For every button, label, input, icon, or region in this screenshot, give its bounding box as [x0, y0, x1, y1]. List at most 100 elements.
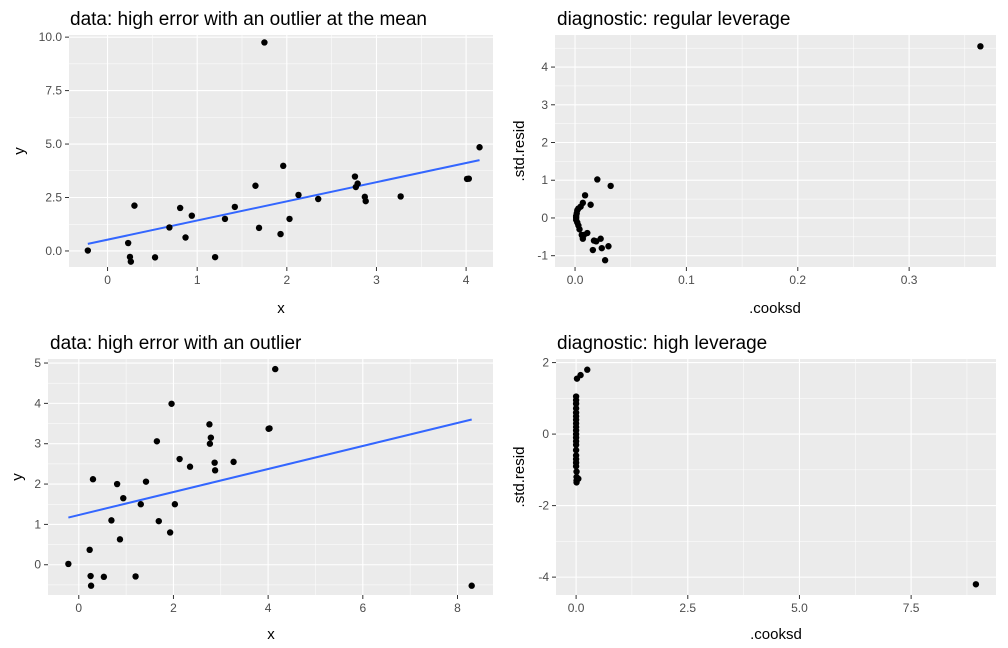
points-layer — [572, 43, 984, 264]
x-tick-label: 0.0 — [568, 601, 585, 615]
x-tick-label: 0.3 — [901, 273, 918, 287]
x-tick-label: 8 — [454, 601, 461, 615]
y-tick-label: 10.0 — [39, 30, 63, 44]
data-point — [230, 458, 237, 466]
y-axis-title: y — [11, 147, 28, 155]
x-axis-title: .cooksd — [749, 300, 801, 317]
y-axis-title: .std.resid — [511, 121, 528, 182]
data-point — [577, 371, 584, 379]
data-point — [113, 480, 121, 488]
data-point — [206, 440, 214, 447]
y-ticks: 0.0 2.5 5.0 7.5 10.0 — [39, 30, 69, 258]
y-axis-title: .std.resid — [511, 447, 528, 508]
data-point — [211, 459, 218, 466]
panel-diagnostic-regular-leverage: diagnostic: regular leverage 0.0 0.1 0.2 0.… — [511, 9, 996, 317]
data-point — [465, 175, 472, 182]
data-point — [587, 201, 594, 208]
data-point — [171, 501, 179, 508]
data-point — [266, 425, 273, 432]
data-point — [972, 581, 980, 588]
data-point — [255, 224, 263, 232]
y-ticks: 0 1 2 3 4 5 — [34, 356, 48, 572]
y-tick-label: 0 — [34, 558, 41, 572]
data-point — [286, 215, 293, 223]
y-tick-label: -4 — [538, 570, 549, 584]
data-point — [581, 192, 589, 199]
data-point — [589, 246, 597, 254]
data-point — [272, 365, 279, 373]
data-point — [572, 400, 580, 407]
data-point — [280, 162, 287, 170]
data-point — [476, 144, 483, 151]
data-point — [84, 247, 92, 254]
data-point — [176, 455, 183, 463]
data-point — [295, 191, 302, 199]
x-tick-label: 0.1 — [678, 273, 695, 287]
data-point — [598, 244, 605, 252]
x-tick-label: 7.5 — [903, 601, 920, 615]
grid-lines — [556, 359, 996, 595]
y-tick-label: 4 — [541, 60, 548, 74]
y-tick-label: 7.5 — [45, 84, 62, 98]
data-point — [124, 239, 132, 247]
y-tick-label: 0 — [541, 211, 548, 225]
plot-area — [48, 359, 493, 595]
data-point — [151, 254, 159, 261]
data-point — [86, 546, 93, 554]
data-point — [221, 215, 229, 223]
plot-area — [69, 35, 493, 267]
x-tick-label: 6 — [359, 601, 366, 615]
x-tick-label: 1 — [194, 273, 201, 287]
data-point — [351, 173, 359, 180]
data-point — [605, 243, 612, 250]
data-point — [277, 230, 284, 238]
data-point — [188, 212, 196, 219]
data-point — [186, 463, 194, 470]
x-axis-title: x — [277, 300, 285, 317]
data-point — [182, 234, 189, 241]
data-point — [597, 235, 604, 242]
data-point — [575, 475, 582, 482]
y-tick-label: 5 — [34, 356, 41, 370]
data-point — [207, 434, 215, 441]
data-point — [168, 400, 175, 407]
x-tick-label: 0 — [104, 273, 111, 287]
y-tick-label: 1 — [541, 173, 548, 187]
data-point — [261, 39, 268, 46]
data-point — [137, 501, 144, 508]
fit-line-layer — [68, 418, 472, 519]
x-tick-label: 2 — [170, 601, 177, 615]
grid-lines — [69, 35, 493, 267]
data-point — [211, 253, 219, 261]
y-tick-label: 2 — [542, 356, 549, 370]
x-tick-label: 0 — [75, 601, 82, 615]
panel-data-outlier-at-mean: data: high error with an outlier at the … — [11, 9, 493, 317]
y-tick-label: -2 — [538, 499, 549, 513]
data-point — [354, 180, 361, 187]
x-ticks: 0.0 0.1 0.2 0.3 — [567, 267, 918, 287]
data-point — [166, 529, 174, 536]
data-point — [252, 182, 259, 189]
y-tick-label: 2.5 — [45, 191, 62, 205]
x-axis-title: .cooksd — [750, 626, 802, 643]
data-point — [87, 582, 95, 589]
fit-line-layer — [87, 159, 480, 245]
x-ticks: 0.0 2.5 5.0 7.5 — [568, 595, 920, 615]
data-point — [116, 536, 124, 543]
grid-lines — [555, 35, 996, 267]
y-tick-label: 3 — [541, 98, 548, 112]
x-tick-label: 3 — [373, 273, 380, 287]
data-point — [211, 467, 219, 474]
y-tick-label: 2 — [541, 136, 548, 150]
y-tick-label: -1 — [537, 249, 548, 263]
x-tick-label: 4 — [463, 273, 470, 287]
data-point — [176, 204, 184, 212]
panel-title: data: high error with an outlier — [50, 333, 302, 354]
panel-title: diagnostic: regular leverage — [557, 9, 790, 30]
data-point — [166, 224, 173, 231]
y-tick-label: 3 — [34, 437, 41, 451]
data-point — [572, 446, 580, 454]
data-point — [468, 582, 475, 589]
x-tick-label: 4 — [265, 601, 272, 615]
regression-line — [68, 418, 472, 519]
